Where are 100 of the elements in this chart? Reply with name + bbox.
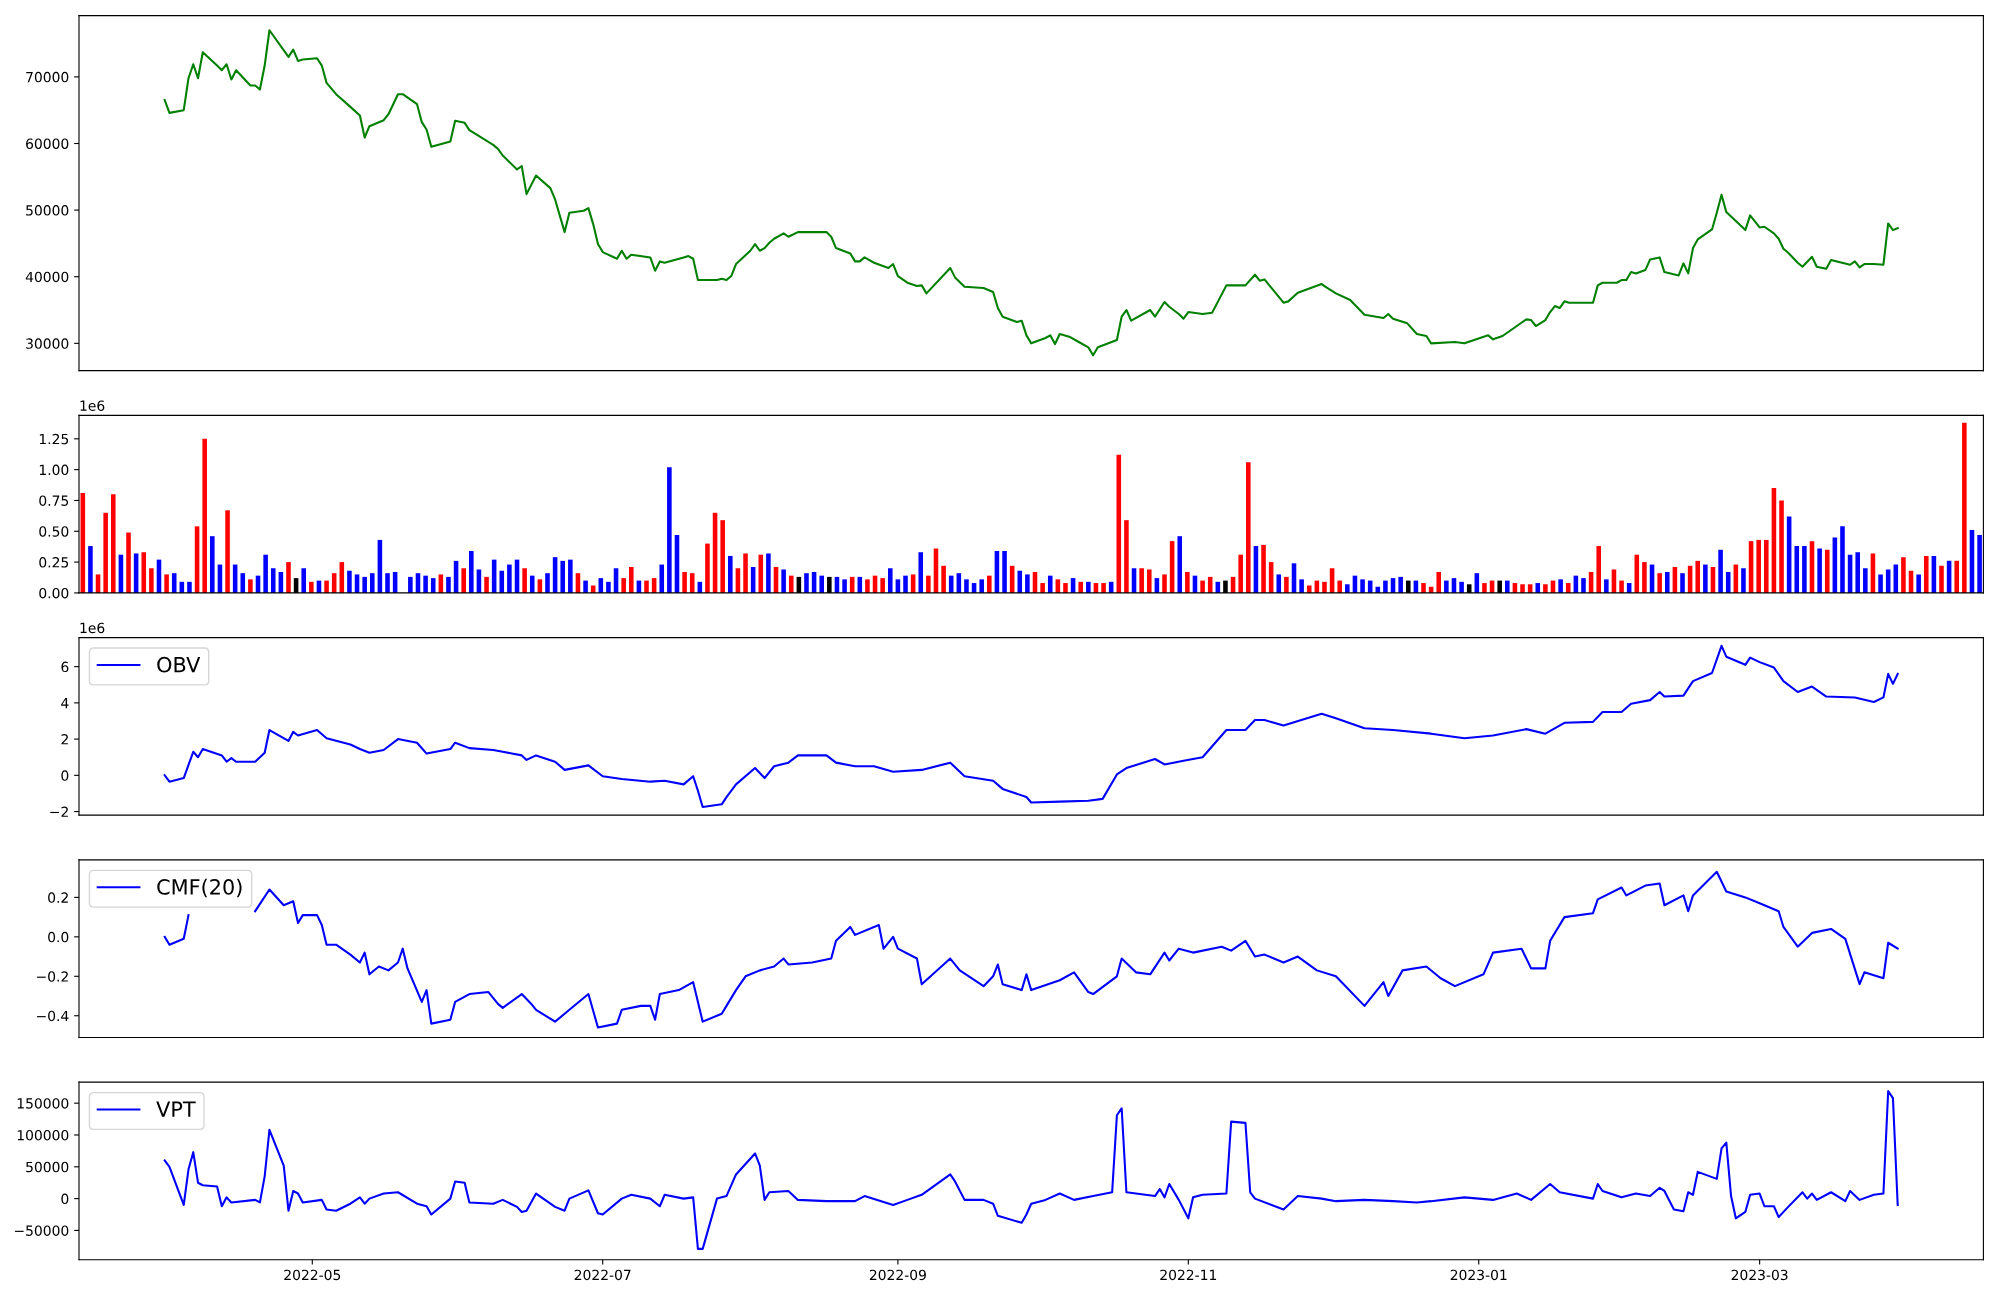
bar	[430, 578, 436, 593]
y-tick-label: −50000	[14, 1225, 69, 1236]
bar	[1261, 544, 1266, 593]
bar	[1421, 583, 1426, 593]
bar	[941, 565, 946, 593]
bar	[1596, 546, 1601, 593]
bar	[644, 580, 649, 593]
bar	[728, 555, 733, 593]
bar	[842, 579, 847, 593]
bar	[819, 575, 824, 593]
bar	[743, 553, 748, 593]
bar	[1482, 583, 1487, 593]
x-tick-label: 2022-09	[869, 1269, 926, 1281]
bar	[1146, 569, 1152, 593]
bar	[560, 560, 565, 593]
bar	[918, 552, 924, 593]
bar	[499, 570, 505, 593]
y-tick-label: 70000	[26, 71, 69, 83]
y-tick-label: 30000	[26, 338, 69, 349]
bar	[1680, 573, 1685, 593]
bar	[1657, 573, 1662, 593]
bar	[1756, 539, 1761, 593]
bar	[1695, 560, 1701, 593]
bar	[1558, 579, 1563, 593]
bar	[964, 579, 969, 593]
bar	[1185, 571, 1190, 593]
y-tick-label: 0.50	[39, 526, 69, 537]
bar	[1360, 579, 1365, 593]
bar	[103, 512, 108, 593]
bar	[88, 546, 93, 593]
y-tick-label: 6	[61, 661, 69, 673]
y-tick-label: −0.2	[37, 971, 68, 982]
bar	[880, 578, 885, 593]
bar	[621, 578, 626, 593]
bar	[1855, 552, 1860, 593]
bar	[126, 532, 131, 593]
bar	[469, 551, 474, 593]
y-tick-label: 0	[61, 1193, 69, 1205]
bar	[1086, 581, 1091, 593]
bar	[689, 573, 695, 593]
x-tick-label: 2022-11	[1160, 1269, 1217, 1281]
bar	[606, 581, 611, 593]
bar	[1063, 583, 1068, 593]
bar	[1246, 462, 1251, 593]
y-tick-label: −2	[50, 806, 68, 817]
x-tick-label: 2023-01	[1450, 1269, 1507, 1281]
bar	[324, 580, 329, 593]
bar	[1025, 574, 1030, 593]
bar	[1299, 579, 1304, 593]
bar	[1703, 564, 1708, 593]
bar	[529, 575, 535, 593]
y-tick-label: 60000	[26, 138, 69, 149]
bar	[1741, 568, 1746, 593]
bar	[362, 576, 367, 593]
bar	[865, 579, 870, 593]
bar	[1565, 583, 1571, 593]
bar	[171, 573, 177, 593]
bar	[1078, 581, 1083, 593]
bar	[1459, 581, 1464, 593]
bar	[110, 494, 116, 593]
bar	[987, 575, 992, 593]
y-tick-label: 100000	[17, 1129, 69, 1141]
bar	[270, 568, 276, 593]
bar	[240, 573, 246, 593]
bar	[347, 570, 352, 593]
y-tick-label: 0.00	[39, 587, 69, 599]
bar	[225, 510, 230, 593]
y-tick-label: 0.2	[48, 892, 68, 903]
bar	[423, 575, 428, 593]
y-tick-label: −0.4	[37, 1010, 69, 1022]
bar	[1779, 500, 1784, 593]
bar	[1939, 565, 1944, 593]
bar	[1954, 560, 1960, 593]
bar	[1543, 584, 1548, 593]
y-tick-label: 50000	[26, 1161, 69, 1173]
bar	[1124, 520, 1129, 593]
bar	[263, 554, 268, 593]
text: 1e6	[80, 400, 105, 411]
bar	[164, 574, 169, 593]
bar	[1238, 554, 1243, 593]
bar	[1177, 536, 1183, 593]
bar	[1916, 574, 1921, 593]
y-tick-label: 50000	[26, 205, 69, 216]
bar	[804, 573, 809, 593]
bar	[766, 553, 771, 593]
bar	[1139, 568, 1144, 593]
y-tick-label: 0.0	[48, 931, 69, 943]
bar	[309, 581, 314, 593]
bar	[1520, 584, 1525, 593]
bar	[1977, 534, 1982, 593]
bar	[781, 569, 786, 593]
bar	[545, 573, 550, 593]
bar	[628, 567, 634, 593]
bar	[1962, 422, 1967, 593]
bar	[1619, 580, 1624, 593]
bar	[1840, 526, 1845, 593]
y-tick-label: 0	[61, 770, 69, 781]
y-tick-label: 4	[61, 698, 69, 709]
bar	[1901, 557, 1906, 593]
y-tick-label: 2	[61, 734, 68, 745]
